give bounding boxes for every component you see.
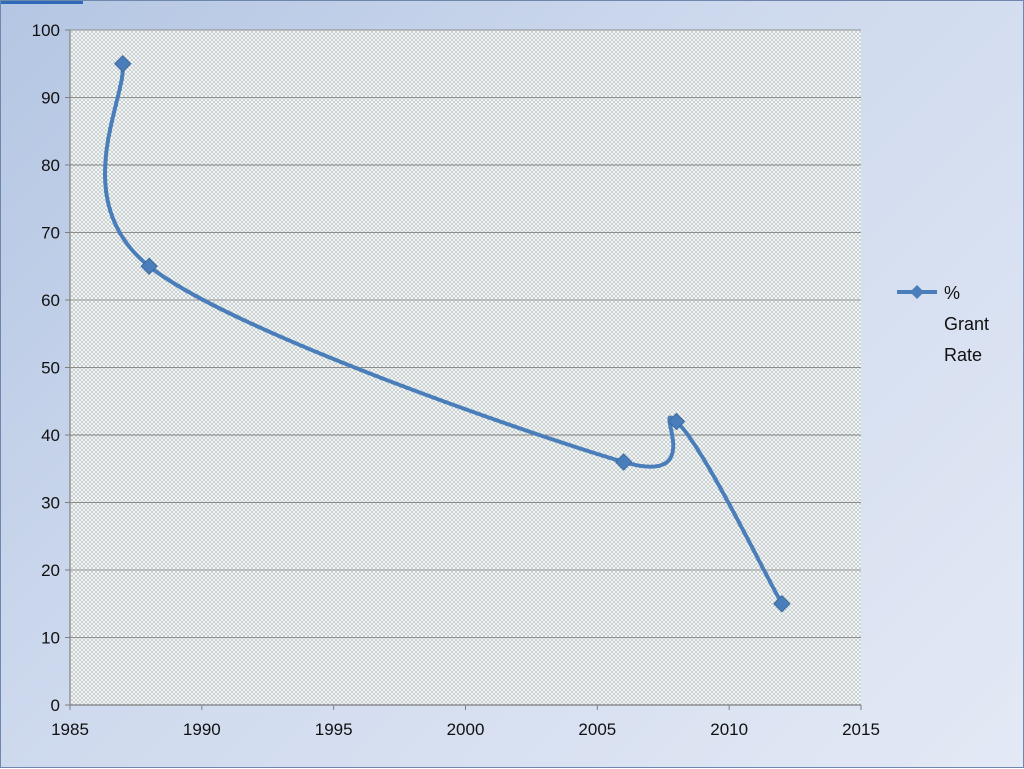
y-tick-label: 80 <box>41 156 60 175</box>
x-tick-label: 2010 <box>710 720 748 739</box>
data-point-marker <box>667 412 686 431</box>
x-tick-label: 1995 <box>315 720 353 739</box>
legend-marker-swatch <box>910 285 924 299</box>
x-tick-label: 1985 <box>51 720 89 739</box>
data-point-marker <box>773 595 791 613</box>
legend-label-line: % <box>944 283 960 303</box>
x-axis-ticks: 1985 1990 1995 2000 2005 2010 2015 <box>51 705 880 739</box>
y-tick-label: 40 <box>41 426 60 445</box>
y-tick-label: 0 <box>51 696 60 715</box>
legend: % Grant Rate <box>897 283 989 365</box>
series-line <box>102 61 784 606</box>
y-axis-ticks: 0 10 20 30 40 50 60 70 80 90 100 <box>32 21 70 715</box>
x-tick-label: 1990 <box>183 720 221 739</box>
x-tick-label: 2015 <box>842 720 880 739</box>
gridlines <box>70 29 861 638</box>
data-point-marker <box>614 453 633 471</box>
y-tick-label: 90 <box>41 89 60 108</box>
legend-label-line: Grant <box>944 314 989 334</box>
x-tick-label: 2000 <box>447 720 485 739</box>
data-point-marker <box>140 257 158 275</box>
data-point-marker <box>114 55 132 73</box>
y-tick-label: 30 <box>41 494 60 513</box>
series-group <box>102 55 791 613</box>
y-tick-label: 50 <box>41 359 60 378</box>
y-tick-label: 70 <box>41 224 60 243</box>
y-tick-label: 10 <box>41 629 60 648</box>
legend-label-line: Rate <box>944 345 982 365</box>
y-tick-label: 20 <box>41 561 60 580</box>
x-tick-label: 2005 <box>578 720 616 739</box>
y-tick-label: 100 <box>32 21 60 40</box>
y-tick-label: 60 <box>41 291 60 310</box>
